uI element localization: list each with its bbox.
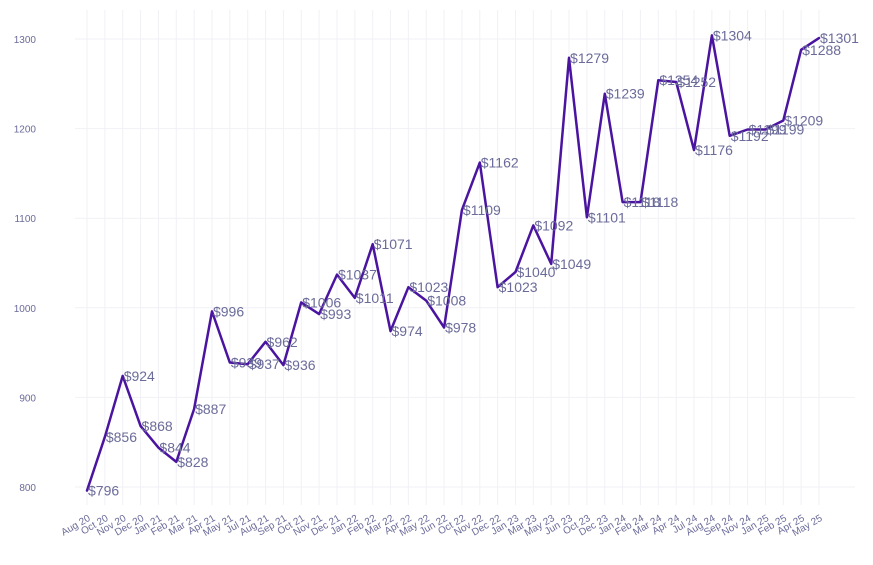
data-label: $1288: [802, 42, 841, 58]
data-label: $974: [392, 323, 423, 339]
data-label: $993: [320, 306, 351, 322]
data-label: $937: [249, 356, 280, 372]
data-label: $1199: [749, 121, 787, 137]
data-label: $1118: [641, 194, 678, 210]
y-axis-ticks: 800 900 1000 1100 1200 1300: [14, 35, 37, 494]
data-label: $1209: [784, 113, 823, 129]
grid-lines: [75, 10, 855, 505]
data-label: $1092: [534, 217, 573, 233]
data-label: $1192: [731, 128, 769, 144]
data-label: $1023: [499, 279, 538, 295]
data-label: $1176: [695, 142, 733, 158]
data-label: $996: [213, 303, 244, 319]
data-label: $924: [124, 368, 155, 384]
data-labels: $796 $856 $924 $868 $844$828 $887 $996 $939$937…: [88, 27, 859, 498]
data-label: $936: [284, 357, 315, 373]
y-tick-label: 800: [19, 483, 36, 494]
data-label: $939: [231, 354, 262, 370]
data-label: $1101: [588, 209, 626, 225]
data-label: $1301: [820, 30, 859, 46]
data-label: $868: [142, 418, 173, 434]
data-label: $1304: [713, 27, 752, 43]
y-tick-label: 1000: [14, 304, 37, 315]
data-label: $856: [106, 429, 137, 445]
y-tick-label: 900: [19, 393, 36, 404]
data-label: $1118: [624, 194, 661, 210]
data-label: $887: [195, 401, 226, 417]
data-label: $1023: [409, 279, 448, 295]
data-label: $1162: [481, 155, 519, 171]
data-label: $978: [445, 320, 476, 336]
data-label: $1006: [302, 294, 341, 310]
data-label: $796: [88, 483, 119, 499]
y-tick-label: 1100: [14, 214, 36, 225]
y-tick-label: 1200: [14, 125, 37, 136]
price-series-line: [85, 34, 821, 492]
data-label: $1199: [766, 121, 804, 137]
data-label: $1071: [374, 236, 413, 252]
data-label: $1049: [552, 256, 591, 272]
data-label: $962: [267, 334, 298, 350]
data-label: $1011: [356, 290, 394, 306]
data-label: $1279: [570, 50, 609, 66]
y-tick-label: 1300: [14, 35, 37, 46]
data-label: $1008: [427, 293, 466, 309]
data-label: $844: [159, 440, 190, 456]
data-label: $1040: [516, 264, 555, 280]
data-label: $1109: [463, 202, 501, 218]
data-label: $1252: [677, 74, 716, 90]
data-label: $1254: [659, 72, 698, 88]
data-label: $1037: [338, 267, 377, 283]
data-label: $828: [177, 454, 208, 470]
data-label: $1239: [606, 86, 645, 102]
